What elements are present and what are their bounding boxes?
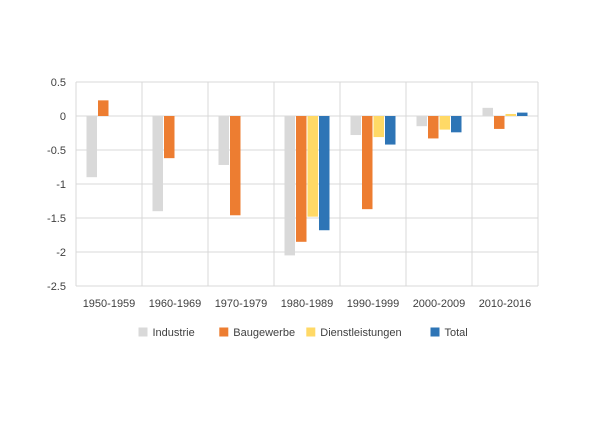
y-tick-label: 0.5	[51, 77, 66, 89]
bar-baugewerbe-2000-2009	[428, 116, 439, 139]
bar-baugewerbe-2010-2016	[494, 116, 505, 129]
legend-label: Baugewerbe	[233, 327, 295, 339]
legend-label: Industrie	[153, 327, 195, 339]
bar-industrie-1990-1999	[350, 116, 361, 136]
legend-swatch-baugewerbe	[219, 327, 229, 337]
bar-dienstleistungen-1990-1999	[373, 116, 384, 138]
y-tick-label: -1	[56, 179, 66, 191]
x-tick-label: 1960-1969	[149, 298, 202, 310]
bar-baugewerbe-1980-1989	[296, 116, 307, 242]
legend-swatch-dienstleistungen	[306, 327, 316, 337]
y-tick-label: -2.5	[47, 281, 66, 293]
bar-industrie-1970-1979	[218, 116, 229, 165]
bar-dienstleistungen-1980-1989	[307, 116, 318, 217]
x-tick-label: 1950-1959	[83, 298, 136, 310]
y-axis-ticks: 0.5 0 -0.5 -1 -1.5 -2 -2.5	[47, 77, 66, 293]
bars	[86, 100, 528, 256]
bar-industrie-1960-1969	[152, 116, 163, 212]
legend: Industrie Baugewerbe Dienstleistungen Total	[138, 327, 468, 339]
legend-label: Total	[445, 327, 468, 339]
bar-industrie-1950-1959	[86, 116, 97, 178]
bar-baugewerbe-1990-1999	[362, 116, 373, 210]
y-tick-label: -0.5	[47, 145, 66, 157]
legend-label: Dienstleistungen	[320, 327, 401, 339]
x-tick-label: 1990-1999	[347, 298, 400, 310]
bar-total-2000-2009	[451, 116, 462, 133]
bar-baugewerbe-1970-1979	[230, 116, 241, 216]
bar-total-1980-1989	[319, 116, 330, 231]
y-tick-label: -2	[56, 247, 66, 259]
bar-dienstleistungen-2010-2016	[505, 113, 516, 116]
bar-dienstleistungen-2000-2009	[439, 116, 450, 130]
x-tick-label: 2000-2009	[413, 298, 466, 310]
bar-total-1990-1999	[385, 116, 396, 145]
y-tick-label: -1.5	[47, 213, 66, 225]
x-tick-label: 2010-2016	[479, 298, 532, 310]
grid	[75, 81, 539, 287]
bar-baugewerbe-1960-1969	[164, 116, 175, 159]
bar-total-2010-2016	[517, 112, 528, 116]
bar-industrie-2010-2016	[482, 107, 493, 116]
legend-swatch-total	[430, 327, 440, 337]
legend-swatch-industrie	[138, 327, 148, 337]
x-axis-ticks: 1950-1959 1960-1969 1970-1979 1980-1989 1990…	[83, 298, 532, 310]
x-tick-label: 1980-1989	[281, 298, 334, 310]
x-tick-label: 1970-1979	[215, 298, 268, 310]
bar-industrie-1980-1989	[284, 116, 295, 256]
bar-industrie-2000-2009	[416, 116, 427, 127]
y-tick-label: 0	[60, 111, 66, 123]
bar-baugewerbe-1950-1959	[98, 100, 109, 116]
